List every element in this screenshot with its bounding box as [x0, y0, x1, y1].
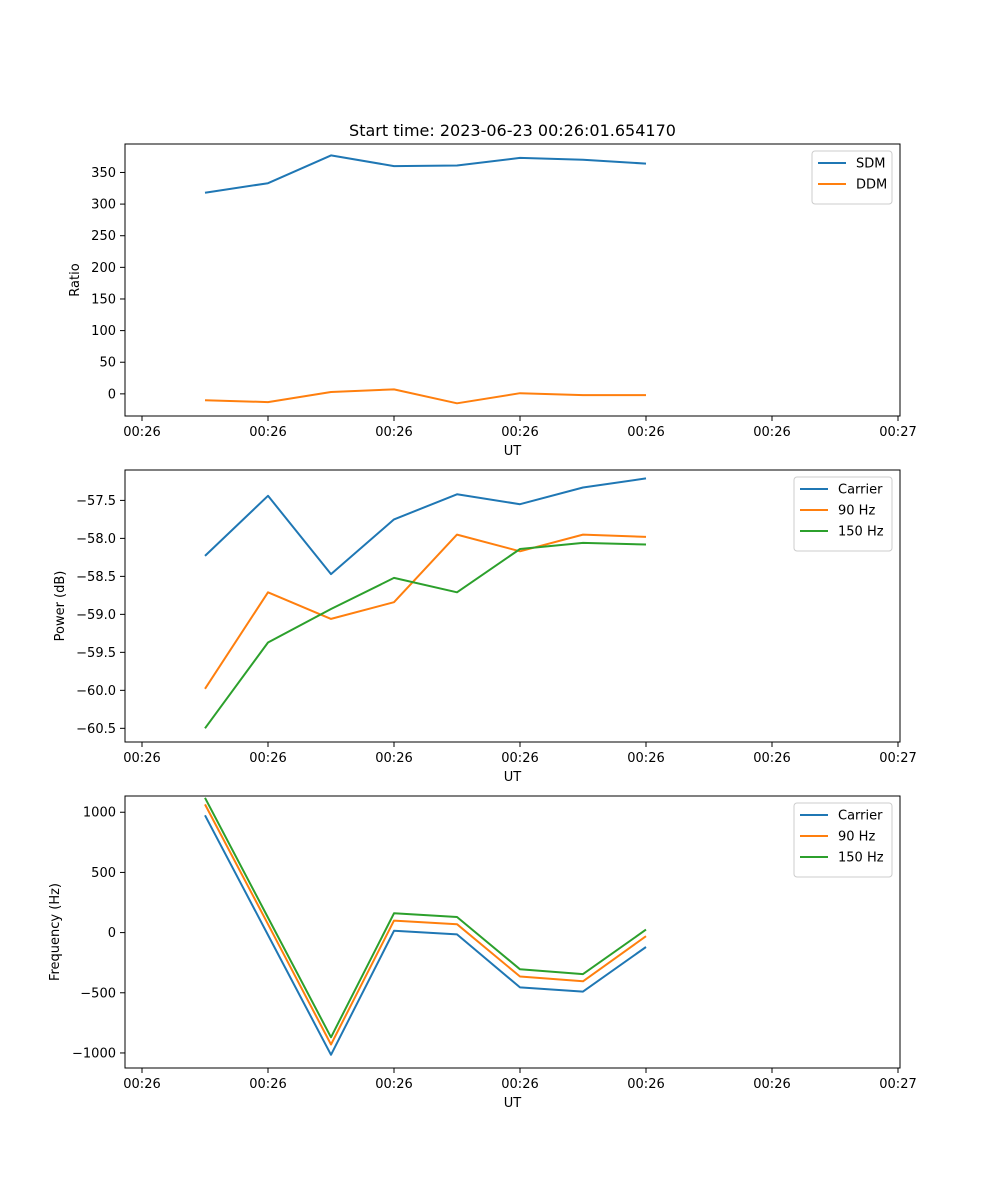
x-tick-label: 00:27	[879, 1077, 916, 1092]
legend-label: 150 Hz	[838, 851, 884, 866]
legend-box	[793, 476, 893, 552]
y-tick-label: −1000	[72, 1046, 116, 1061]
x-tick-label: 00:26	[375, 1077, 412, 1092]
x-tick-label: 00:26	[627, 425, 664, 440]
series-line-150-hz	[204, 797, 647, 1039]
series-line-carrier	[204, 477, 647, 576]
x-axis-label: UT	[504, 1096, 522, 1111]
x-tick-label: 00:26	[627, 1077, 664, 1092]
y-tick-label: 300	[91, 198, 116, 213]
y-tick-label: 50	[99, 356, 116, 371]
chart-title: Start time: 2023-06-23 00:26:01.654170	[349, 121, 676, 140]
chart-panel-1: 00:26 00:26 00:26 00:26 00:26 00:26 00:27 0 50 10…	[68, 143, 917, 459]
y-tick-label: 100	[91, 324, 116, 339]
x-tick-label: 00:26	[501, 751, 538, 766]
y-tick-label: 1000	[83, 806, 116, 821]
y-tick-label: −58.5	[76, 570, 116, 585]
x-tick-label: 00:26	[123, 425, 160, 440]
legend-label: Carrier	[838, 483, 883, 498]
y-tick-label: 0	[108, 387, 116, 402]
series-line-carrier	[204, 814, 647, 1056]
x-tick-label: 00:27	[879, 425, 916, 440]
series-line-150-hz	[204, 541, 647, 729]
plot-frame	[124, 143, 901, 417]
y-axis-label: Ratio	[68, 263, 83, 296]
x-axis-label: UT	[504, 770, 522, 785]
x-tick-label: 00:26	[753, 425, 790, 440]
legend-label: DDM	[856, 178, 887, 193]
legend: SDM DDM	[811, 150, 893, 205]
series-line-sdm	[204, 154, 647, 194]
y-tick-label: −59.5	[76, 646, 116, 661]
legend-box	[793, 802, 893, 878]
plot-frame	[124, 469, 901, 743]
y-tick-label: 500	[91, 866, 116, 881]
legend: Carrier 90 Hz 150 Hz	[793, 476, 893, 552]
x-tick-label: 00:26	[123, 751, 160, 766]
legend-label: 90 Hz	[838, 504, 875, 519]
x-tick-label: 00:26	[375, 751, 412, 766]
y-tick-label: 150	[91, 292, 116, 307]
y-tick-label: −60.0	[76, 684, 116, 699]
chart-panel-2: 00:26 00:26 00:26 00:26 00:26 00:26 00:27 −60.5…	[53, 469, 917, 785]
chart-panels: 00:26 00:26 00:26 00:26 00:26 00:26 00:27 0 50 10…	[48, 143, 917, 1111]
x-tick-label: 00:26	[249, 425, 286, 440]
y-tick-label: −60.5	[76, 722, 116, 737]
x-tick-label: 00:26	[627, 751, 664, 766]
x-tick-label: 00:26	[249, 751, 286, 766]
x-tick-label: 00:26	[123, 1077, 160, 1092]
series-line-ddm	[204, 388, 646, 405]
y-axis-label: Power (dB)	[53, 571, 68, 642]
series-line-90-hz	[204, 803, 647, 1046]
legend-box	[811, 150, 893, 205]
y-tick-label: −500	[80, 986, 116, 1001]
y-tick-label: −59.0	[76, 608, 116, 623]
y-tick-label: 350	[91, 166, 116, 181]
y-tick-label: −58.0	[76, 532, 116, 547]
legend-label: 90 Hz	[838, 830, 875, 845]
legend-label: Carrier	[838, 809, 883, 824]
y-axis-label: Frequency (Hz)	[48, 883, 63, 981]
x-tick-label: 00:26	[249, 1077, 286, 1092]
legend-label: 150 Hz	[838, 525, 884, 540]
x-tick-label: 00:26	[375, 425, 412, 440]
series-line-90-hz	[204, 533, 647, 690]
x-tick-label: 00:26	[753, 1077, 790, 1092]
plot-frame	[124, 795, 901, 1069]
x-tick-label: 00:26	[501, 425, 538, 440]
chart-panel-3: 00:26 00:26 00:26 00:26 00:26 00:26 00:27 −1000…	[48, 795, 917, 1111]
x-tick-label: 00:27	[879, 751, 916, 766]
x-tick-label: 00:26	[501, 1077, 538, 1092]
y-tick-label: 250	[91, 229, 116, 244]
y-tick-label: 200	[91, 261, 116, 276]
y-tick-label: 0	[108, 926, 116, 941]
x-tick-label: 00:26	[753, 751, 790, 766]
legend-label: SDM	[856, 157, 885, 172]
y-tick-label: −57.5	[76, 494, 116, 509]
x-axis-label: UT	[504, 444, 522, 459]
legend: Carrier 90 Hz 150 Hz	[793, 802, 893, 878]
